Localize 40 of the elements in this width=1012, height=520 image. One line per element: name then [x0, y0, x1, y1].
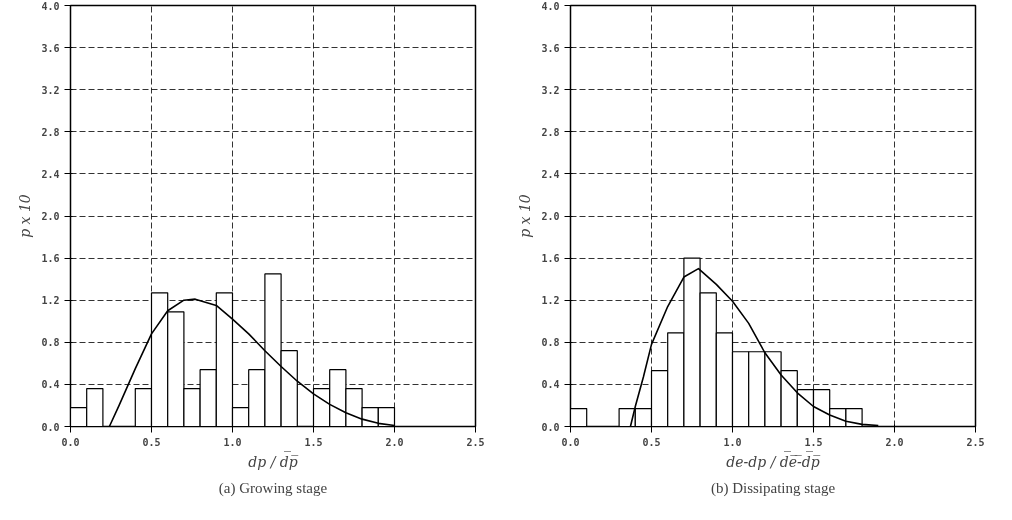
y-tick-label: 0.0	[541, 421, 560, 433]
y-tick-label: 3.6	[41, 42, 60, 54]
x-tick-label: 1.5	[304, 436, 323, 448]
x-axis-title: de-dp / d̅e̅-̅d̅p̅	[726, 451, 821, 470]
x-tick-label: 0.0	[561, 436, 580, 448]
x-tick-label: 1.0	[223, 436, 242, 448]
x-tick-label: 1.5	[804, 436, 823, 448]
y-tick-label: 1.2	[41, 295, 60, 307]
x-tick-label: 2.0	[385, 436, 404, 448]
x-axis-title: dp / d̅p̅	[248, 451, 299, 470]
text: (a) Growing stage	[218, 479, 328, 497]
y-tick-label: 2.4	[41, 168, 60, 180]
y-tick-label: 0.0	[41, 421, 60, 433]
y-tick-label: 1.6	[41, 253, 60, 265]
y-tick-label: 0.4	[41, 379, 60, 391]
x-tick-label: 0.0	[61, 436, 80, 448]
y-tick-label: 2.8	[541, 126, 560, 138]
x-tick-label: 2.0	[885, 436, 904, 448]
y-tick-label: 2.0	[541, 211, 560, 222]
y-tick-label: 2.4	[541, 168, 560, 180]
y-tick-label: 0.8	[541, 337, 560, 349]
text: (b) Dissipating stage	[710, 479, 836, 497]
y-tick-label: 3.2	[541, 84, 560, 96]
y-axis-title: p x 10	[517, 194, 534, 238]
y-tick-label: 4.0	[41, 0, 60, 12]
y-tick-label: 3.2	[41, 84, 60, 96]
y-tick-label: 1.6	[541, 253, 560, 265]
y-tick-label: 4.0	[541, 0, 560, 12]
x-tick-label: 0.5	[142, 436, 161, 448]
y-tick-label: 1.2	[541, 295, 560, 307]
x-tick-label: 1.0	[723, 436, 742, 448]
x-tick-label: 2.5	[966, 436, 985, 448]
y-tick-label: 3.6	[541, 42, 560, 54]
y-tick-label: 0.4	[541, 379, 560, 391]
x-tick-label: 0.5	[642, 436, 661, 448]
y-tick-label: 2.0	[41, 211, 60, 222]
y-axis-title: p x 10	[17, 194, 34, 238]
x-tick-label: 2.5	[466, 436, 485, 448]
y-tick-label: 0.8	[41, 337, 60, 349]
y-tick-label: 2.8	[41, 126, 60, 138]
